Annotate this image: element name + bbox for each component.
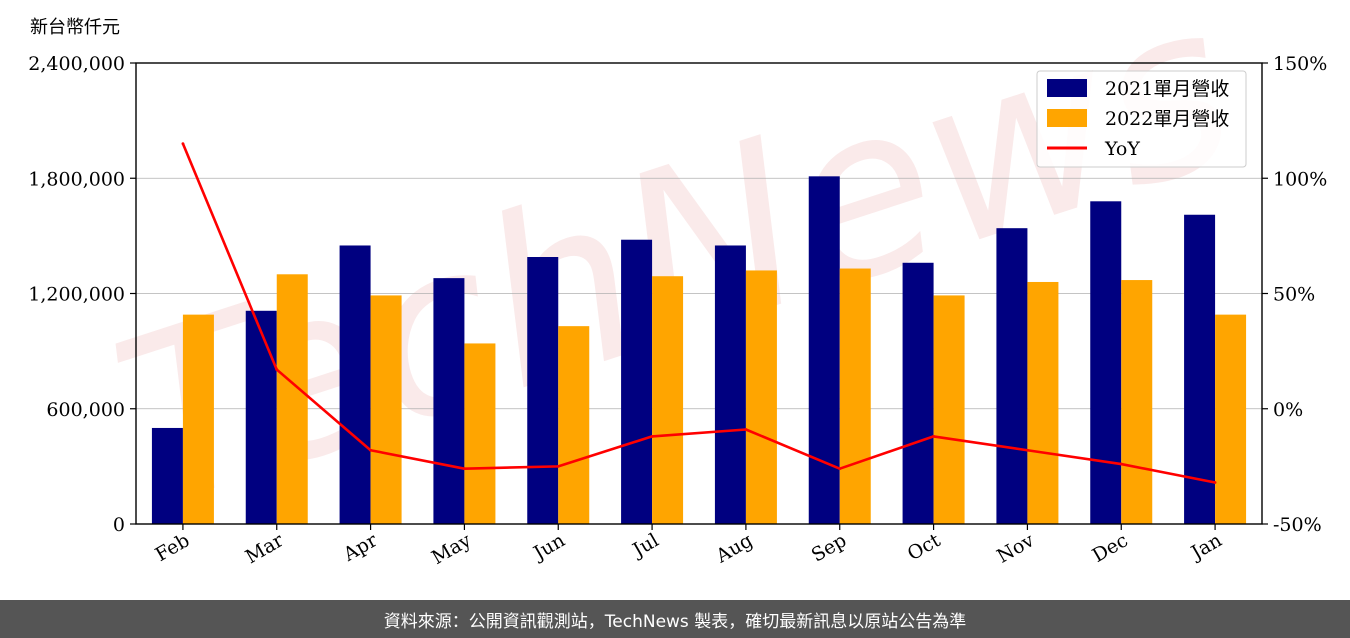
x-tick-label-dec: Dec	[1089, 529, 1132, 567]
bar-2022-apr	[370, 295, 402, 524]
bar-2022-mar	[276, 274, 308, 524]
left-tick-label-2: 1,200,000	[28, 284, 125, 306]
left-tick-label-4: 2,400,000	[28, 53, 125, 75]
x-tick-label-nov: Nov	[993, 529, 1038, 568]
x-tick-label-sep: Sep	[808, 529, 851, 566]
bar-2022-jul	[652, 276, 684, 524]
x-tick-label-jul: Jul	[627, 529, 662, 562]
bar-2021-mar	[245, 310, 277, 524]
yoy-line-group	[181, 142, 1217, 484]
right-tick-label-2: 50%	[1273, 284, 1315, 306]
x-tick-label-aug: Aug	[712, 529, 757, 568]
yoy-point-nov	[1026, 448, 1029, 452]
source-text: 資料來源：公開資訊觀測站，TechNews 製表，確切最新訊息以原站公告為準	[383, 611, 967, 632]
x-tick-label-mar: Mar	[242, 529, 288, 568]
x-tick-label-may: May	[428, 529, 475, 569]
right-tick-label-1: 0%	[1273, 399, 1303, 421]
legend-box	[1036, 70, 1247, 168]
x-tick-label-oct: Oct	[904, 529, 945, 565]
bar-2022-oct	[933, 295, 965, 524]
yoy-point-sep	[838, 467, 842, 471]
legend: 2021單月營收 2022單月營收 YoY	[1036, 70, 1247, 168]
legend-label-0: 2021單月營收	[1105, 78, 1229, 100]
bar-2021-apr	[339, 245, 371, 524]
right-tick-label-3: 100%	[1273, 168, 1327, 190]
source-footer: 資料來源：公開資訊觀測站，TechNews 製表，確切最新訊息以原站公告為準	[0, 600, 1350, 638]
right-tick-label-4: 150%	[1273, 53, 1327, 75]
bar-2021-jul	[621, 239, 653, 524]
bar-2021-sep	[808, 176, 840, 524]
legend-swatch-1	[1047, 109, 1087, 127]
bar-2022-sep	[839, 268, 871, 524]
bar-2022-feb	[182, 314, 214, 524]
bar-2021-feb	[151, 427, 183, 524]
bar-2022-dec	[1121, 280, 1153, 524]
bars	[151, 176, 1247, 525]
revenue-chart: TechNews 新台幣仟元 0600,0001,200,0001,800,00…	[28, 0, 1327, 569]
yoy-point-aug	[744, 428, 748, 431]
yoy-point-may	[463, 467, 466, 471]
legend-swatch-0	[1047, 79, 1087, 97]
left-tick-label-0: 0	[113, 514, 125, 536]
bar-2021-jan	[1184, 214, 1216, 524]
bar-2021-dec	[1090, 201, 1122, 525]
bar-2021-jun	[527, 257, 559, 524]
yoy-point-dec	[1119, 462, 1123, 466]
yoy-point-jul	[650, 435, 654, 438]
yoy-point-apr	[369, 448, 372, 452]
x-tick-label-jan: Jan	[1186, 529, 1226, 565]
yoy-point-mar	[275, 368, 279, 371]
bar-2021-oct	[902, 262, 934, 524]
yoy-point-oct	[932, 435, 935, 438]
bar-2022-aug	[745, 270, 777, 524]
x-tick-label-jun: Jun	[528, 529, 569, 565]
bar-2022-jan	[1215, 314, 1247, 524]
yoy-point-jan	[1213, 481, 1217, 484]
bar-2022-jun	[558, 326, 590, 524]
left-tick-label-3: 1,800,000	[28, 168, 125, 190]
yoy-line	[181, 143, 1216, 484]
legend-label-1: 2022單月營收	[1105, 108, 1229, 130]
bar-2021-nov	[996, 228, 1028, 525]
left-tick-label-1: 600,000	[46, 399, 125, 421]
x-tick-label-apr: Apr	[339, 529, 382, 566]
yoy-point-feb	[181, 142, 185, 146]
bar-2021-may	[433, 278, 465, 524]
bar-2022-nov	[1027, 281, 1059, 524]
legend-label-2: YoY	[1104, 138, 1140, 160]
bar-2021-aug	[714, 245, 746, 524]
yoy-point-jun	[556, 464, 560, 468]
units-label: 新台幣仟元	[30, 17, 120, 38]
bar-2022-may	[464, 343, 496, 524]
right-tick-label-0: -50%	[1273, 514, 1322, 536]
